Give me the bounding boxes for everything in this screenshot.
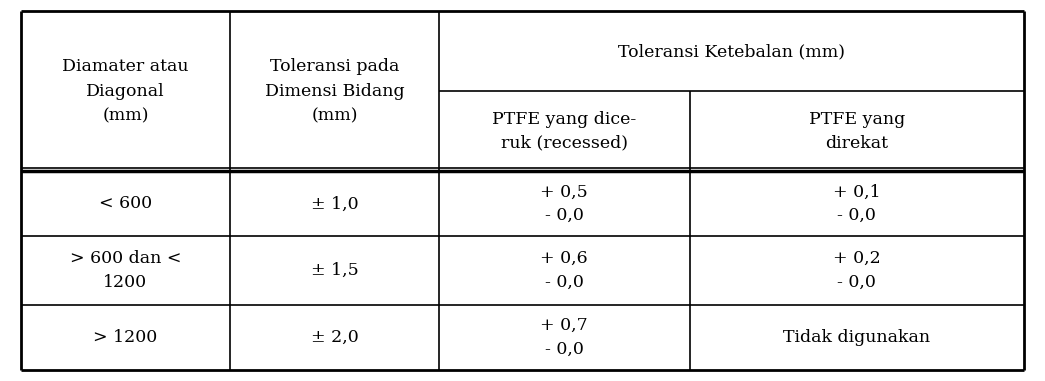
Text: > 600 dan <
1200: > 600 dan < 1200 [70,250,181,291]
Text: Tidak digunakan: Tidak digunakan [784,329,930,346]
Text: ± 1,0: ± 1,0 [310,195,358,212]
Text: ± 1,5: ± 1,5 [310,262,358,279]
Text: > 1200: > 1200 [93,329,158,346]
Text: PTFE yang
direkat: PTFE yang direkat [809,111,905,152]
Text: + 0,5
- 0,0: + 0,5 - 0,0 [540,184,588,224]
Text: + 0,1
- 0,0: + 0,1 - 0,0 [833,184,881,224]
Text: PTFE yang dice-
ruk (recessed): PTFE yang dice- ruk (recessed) [492,111,636,152]
Text: + 0,6
- 0,0: + 0,6 - 0,0 [540,250,588,291]
Text: Diamater atau
Diagonal
(mm): Diamater atau Diagonal (mm) [62,58,189,125]
Text: < 600: < 600 [99,195,152,212]
Text: + 0,7
- 0,0: + 0,7 - 0,0 [540,317,588,357]
Text: ± 2,0: ± 2,0 [310,329,358,346]
Text: Toleransi Ketebalan (mm): Toleransi Ketebalan (mm) [618,43,845,60]
Text: + 0,2
- 0,0: + 0,2 - 0,0 [833,250,881,291]
Text: Toleransi pada
Dimensi Bidang
(mm): Toleransi pada Dimensi Bidang (mm) [264,58,404,125]
